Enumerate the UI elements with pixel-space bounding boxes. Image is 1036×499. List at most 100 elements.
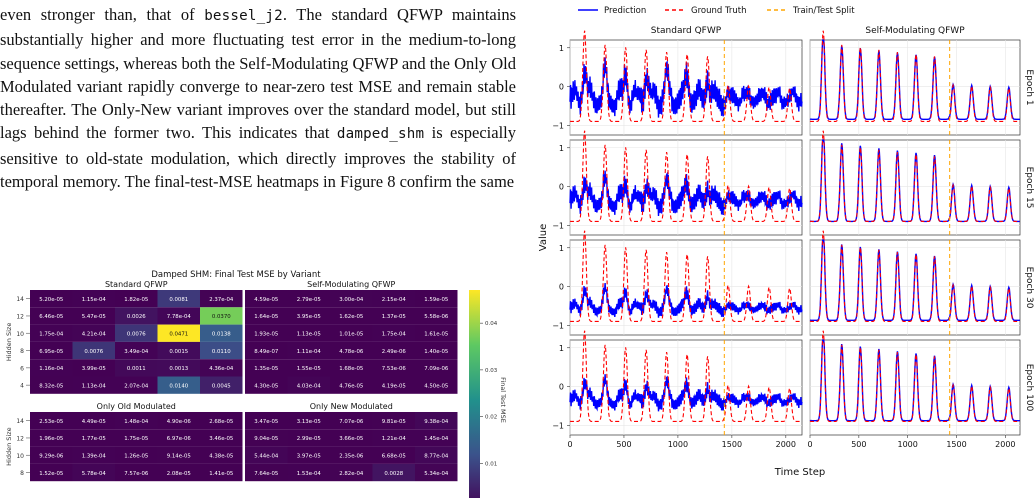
heatmap-cell-value: 3.97e-05 [297,453,321,459]
x-tick-label: 500 [851,440,866,449]
heatmap-cell [157,341,200,360]
heatmap-cell [287,324,330,342]
heatmap-cell [30,463,73,482]
heatmap-cell-value: 7.53e-06 [382,366,407,372]
heatmap-cell [287,307,330,325]
x-tick-label: 2000 [995,440,1015,449]
heatmap-cell-value: 3.99e-05 [82,366,106,372]
heatmap-row-label: 10 [16,453,24,460]
heatmap-cell [372,307,415,325]
code-token: bessel_j2 [204,8,283,24]
heatmap-cell [30,290,73,308]
heatmap-cell-value: 4.76e-05 [339,383,363,389]
heatmap-cell [415,290,458,308]
y-tick-label: −1 [552,121,564,130]
heatmap-suptitle: Damped SHM: Final Test MSE by Variant [151,270,321,280]
heatmap-cell-value: 1.75e-05 [124,436,148,442]
heatmap-cell [287,290,330,308]
text-run: . The standard QFWP maintains substantia… [0,5,516,143]
heatmap-cell-value: 0.0045 [212,383,231,389]
x-tick-label: 0 [807,440,812,449]
heatmap-row-label: 8 [20,470,24,477]
subplot-column-title: Self-Modulating QFWP [865,26,965,36]
heatmap-cell [200,429,243,447]
colorbar-tick-label: 0.04 [485,321,498,327]
heatmap-cell [72,324,115,342]
heatmap-cell [287,341,330,360]
y-tick-label: 0 [559,183,564,192]
heatmap-cell [287,429,330,447]
heatmap-cell-value: 5.78e-04 [82,471,107,477]
heatmap-cell [372,341,415,360]
heatmap-cell [415,376,458,394]
heatmap-cell-value: 6.46e-05 [39,314,63,320]
heatmap-cell [245,324,288,342]
heatmap-cell [200,446,243,464]
heatmap-cell-value: 1.96e-05 [39,436,63,442]
heatmap-cell-value: 5.34e-04 [424,471,449,477]
heatmap-cell-value: 1.21e-04 [382,436,407,442]
heatmap-cell-value: 2.07e-04 [124,383,149,389]
y-tick-label: −1 [552,321,564,330]
heatmap-cell [372,290,415,308]
x-tick-label: 1500 [722,440,742,449]
legend-label: Ground Truth [691,6,747,16]
x-tick-label: 1000 [668,440,688,449]
heatmap-cell-value: 4.19e-05 [382,383,406,389]
heatmap-cell-value: 1.16e-04 [39,366,64,372]
heatmap-cell [115,429,158,447]
heatmap-cell-value: 3.47e-05 [254,419,278,425]
heatmap-cell [245,463,288,482]
heatmap-cell [157,290,200,308]
heatmap-cell-value: 9.14e-05 [167,453,191,459]
heatmap-cell [287,446,330,464]
heatmap-cell-value: 2.79e-05 [297,297,321,303]
heatmap-cell-value: 3.66e-05 [339,436,363,442]
heatmap-cell-value: 1.11e-04 [297,349,322,355]
heatmap-cell-value: 6.95e-05 [39,349,63,355]
subplot-r3-c0: 1 0 −1 0 500 1000 1500 2000 [552,330,803,449]
heatmap-cell [72,359,115,377]
colorbar [469,290,480,498]
heatmap-cell [72,290,115,308]
heatmap-cell-value: 2.82e-04 [339,471,364,477]
heatmap-row-label: 8 [20,348,24,355]
heatmap-cell [245,412,288,430]
row-label: Epoch 30 [1024,267,1034,309]
heatmap-cell [157,429,200,447]
heatmap-cell-value: 1.75e-04 [382,331,407,337]
heatmap-cell-value: 1.48e-04 [124,419,149,425]
heatmap-cell-value: 1.01e-05 [339,331,363,337]
heatmap-cell [200,290,243,308]
heatmap-cell [115,463,158,482]
heatmap-cell-value: 3.95e-05 [297,314,321,320]
heatmap-cell-value: 2.49e-06 [382,349,407,355]
heatmap-cell [200,307,243,325]
heatmap-cell [245,307,288,325]
heatmap-cell-value: 0.0015 [169,349,188,355]
heatmap-ylabel: Hidden Size [5,427,13,465]
ground-truth-line [569,30,802,122]
heatmap-cell [372,446,415,464]
heatmap-cell-value: 9.38e-04 [424,419,449,425]
heatmap-cell [372,376,415,394]
heatmap-cell [30,341,73,360]
heatmap-panel-1: Self-Modulating QFWP 4.59e-05 2.79e-05 3.00… [245,280,458,394]
x-tick-label: 1000 [897,440,917,449]
text-run: is especially sensitive to old-state mod… [0,123,516,192]
text-run: even stronger than, that of [0,5,205,24]
heatmap-cell-value: 0.0110 [212,349,231,355]
heatmap-figure: Damped SHM: Final Test MSE by VariantSta… [5,270,507,498]
heatmap-cell-value: 4.78e-06 [339,349,364,355]
heatmap-ylabel: Hidden Size [5,323,13,361]
heatmap-cell [330,359,373,377]
heatmap-cell-value: 9.04e-05 [254,436,278,442]
heatmap-panel-3: Only New Modulated 3.47e-05 3.13e-05 7.07e-… [245,402,458,482]
heatmap-cell-value: 3.46e-05 [209,436,233,442]
heatmap-cell [245,429,288,447]
heatmap-cell-value: 6.68e-05 [382,453,406,459]
y-tick-label: 1 [559,144,564,153]
heatmap-cell [200,359,243,377]
x-tick-label: 1500 [946,440,966,449]
